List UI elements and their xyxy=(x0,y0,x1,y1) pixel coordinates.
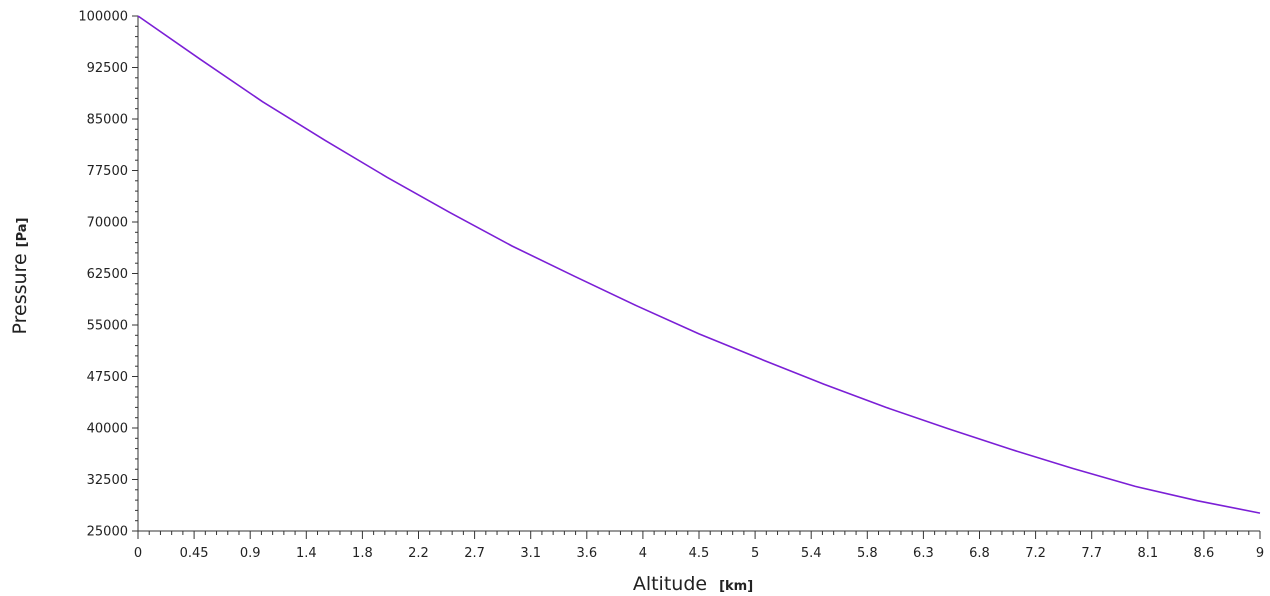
x-tick-label: 4 xyxy=(639,546,647,561)
y-tick-label: 100000 xyxy=(78,10,128,25)
y-tick-label: 47500 xyxy=(87,370,128,385)
y-tick-label: 62500 xyxy=(87,267,128,282)
x-tick-label: 5 xyxy=(751,546,759,561)
y-tick-label: 85000 xyxy=(87,113,128,128)
x-tick-label: 4.5 xyxy=(689,546,710,561)
x-tick-label: 0.9 xyxy=(240,546,261,561)
y-axis-title: Pressure [Pa] xyxy=(9,218,31,335)
x-tick-label: 0.45 xyxy=(180,546,209,561)
x-tick-label: 7.2 xyxy=(1025,546,1046,561)
y-tick-label: 92500 xyxy=(87,61,128,76)
y-tick-label: 32500 xyxy=(87,473,128,488)
x-tick-label: 6.8 xyxy=(969,546,990,561)
x-tick-label: 8.1 xyxy=(1137,546,1158,561)
x-tick-label: 3.6 xyxy=(576,546,597,561)
x-tick-label: 7.7 xyxy=(1081,546,1102,561)
plot-area: 25000 32500 40000 47500 55000 62500 70000 77500… xyxy=(78,10,1264,562)
y-tick-label: 70000 xyxy=(87,216,128,231)
x-axis-label: Altitude xyxy=(633,573,707,595)
x-tick-label: 2.7 xyxy=(464,546,485,561)
x-axis-ticks: 0 0.45 0.9 1.4 1.8 2.2 2.7 3.1 3.6 4 4.5 5 5.4 5.8 6.3… xyxy=(134,531,1264,561)
y-axis-unit: [Pa] xyxy=(15,218,30,248)
x-tick-label: 9 xyxy=(1256,546,1264,561)
x-tick-label: 1.4 xyxy=(296,546,317,561)
y-tick-label: 77500 xyxy=(87,164,128,179)
x-axis-unit: [km] xyxy=(719,579,753,594)
x-tick-label: 2.2 xyxy=(408,546,429,561)
y-tick-label: 55000 xyxy=(87,319,128,334)
y-axis-label: Pressure xyxy=(9,253,31,334)
svg-text:Pressure[Pa]: Pressure [Pa] xyxy=(9,218,31,335)
y-tick-label: 40000 xyxy=(87,422,128,437)
x-tick-label: 0 xyxy=(134,546,142,561)
x-tick-label: 8.6 xyxy=(1194,546,1215,561)
y-tick-label: 25000 xyxy=(87,525,128,540)
pressure-series-line xyxy=(137,15,1261,514)
x-tick-label: 6.3 xyxy=(913,546,934,561)
x-tick-label: 3.1 xyxy=(520,546,541,561)
x-tick-label: 5.8 xyxy=(857,546,878,561)
x-axis-title: Altitude [km] xyxy=(633,573,753,595)
x-tick-label: 1.8 xyxy=(352,546,373,561)
x-tick-label: 5.4 xyxy=(801,546,822,561)
y-axis-ticks: 25000 32500 40000 47500 55000 62500 70000 77500… xyxy=(78,10,138,540)
